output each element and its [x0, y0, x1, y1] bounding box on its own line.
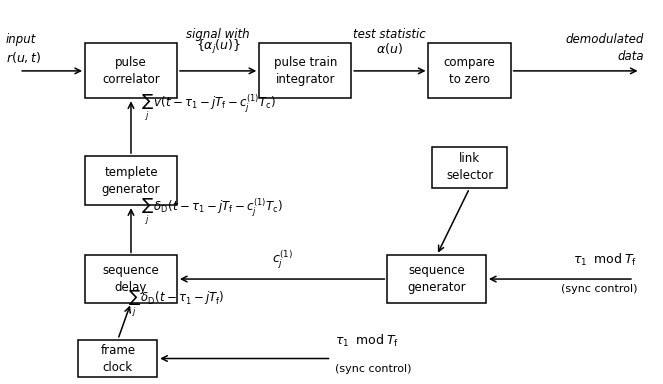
Text: (sync control): (sync control)	[335, 364, 411, 374]
Text: test statistic: test statistic	[353, 28, 426, 41]
Text: $\sum_j\,\delta_{\rm D}(t-\tau_1-jT_{\rm f})$: $\sum_j\,\delta_{\rm D}(t-\tau_1-jT_{\rm…	[128, 289, 224, 319]
Text: pulse train
integrator: pulse train integrator	[274, 56, 337, 86]
Text: $\sum_j\,\delta_{\rm D}(t-\tau_1-jT_{\rm f}-c_j^{(1)}T_{\rm c})$: $\sum_j\,\delta_{\rm D}(t-\tau_1-jT_{\rm…	[141, 197, 283, 227]
Text: link
selector: link selector	[446, 152, 493, 182]
Text: sequence
delay: sequence delay	[103, 264, 159, 294]
Text: $r(u,t)$: $r(u,t)$	[6, 50, 41, 65]
Text: sequence
generator: sequence generator	[407, 264, 466, 294]
FancyBboxPatch shape	[85, 156, 177, 205]
Text: (sync control): (sync control)	[561, 284, 637, 294]
Text: $\{\alpha_j(u)\}$: $\{\alpha_j(u)\}$	[196, 38, 241, 56]
Text: $\tau_1\;\;{\rm mod}\;T_{\rm f}$: $\tau_1\;\;{\rm mod}\;T_{\rm f}$	[573, 252, 637, 268]
Text: signal with: signal with	[186, 28, 250, 41]
FancyBboxPatch shape	[85, 255, 177, 303]
FancyBboxPatch shape	[259, 43, 351, 98]
Text: $\sum_j\,v(t-\tau_1-jT_{\rm f}-c_j^{(1)}T_{\rm c})$: $\sum_j\,v(t-\tau_1-jT_{\rm f}-c_j^{(1)}…	[141, 93, 276, 123]
Text: demodulated: demodulated	[566, 33, 644, 46]
Text: data: data	[617, 50, 644, 63]
Text: pulse
correlator: pulse correlator	[102, 56, 160, 86]
Text: $c_j^{(1)}$: $c_j^{(1)}$	[272, 248, 293, 271]
Text: $\tau_1\;\;{\rm mod}\;T_{\rm f}$: $\tau_1\;\;{\rm mod}\;T_{\rm f}$	[335, 333, 399, 349]
FancyBboxPatch shape	[85, 43, 177, 98]
Text: templete
generator: templete generator	[101, 166, 160, 195]
Text: frame
clock: frame clock	[100, 344, 135, 374]
FancyBboxPatch shape	[387, 255, 486, 303]
FancyBboxPatch shape	[78, 339, 157, 377]
Text: compare
to zero: compare to zero	[444, 56, 495, 86]
FancyBboxPatch shape	[432, 147, 507, 188]
FancyBboxPatch shape	[428, 43, 511, 98]
Text: $\alpha(u)$: $\alpha(u)$	[377, 41, 403, 56]
Text: input: input	[6, 33, 36, 46]
